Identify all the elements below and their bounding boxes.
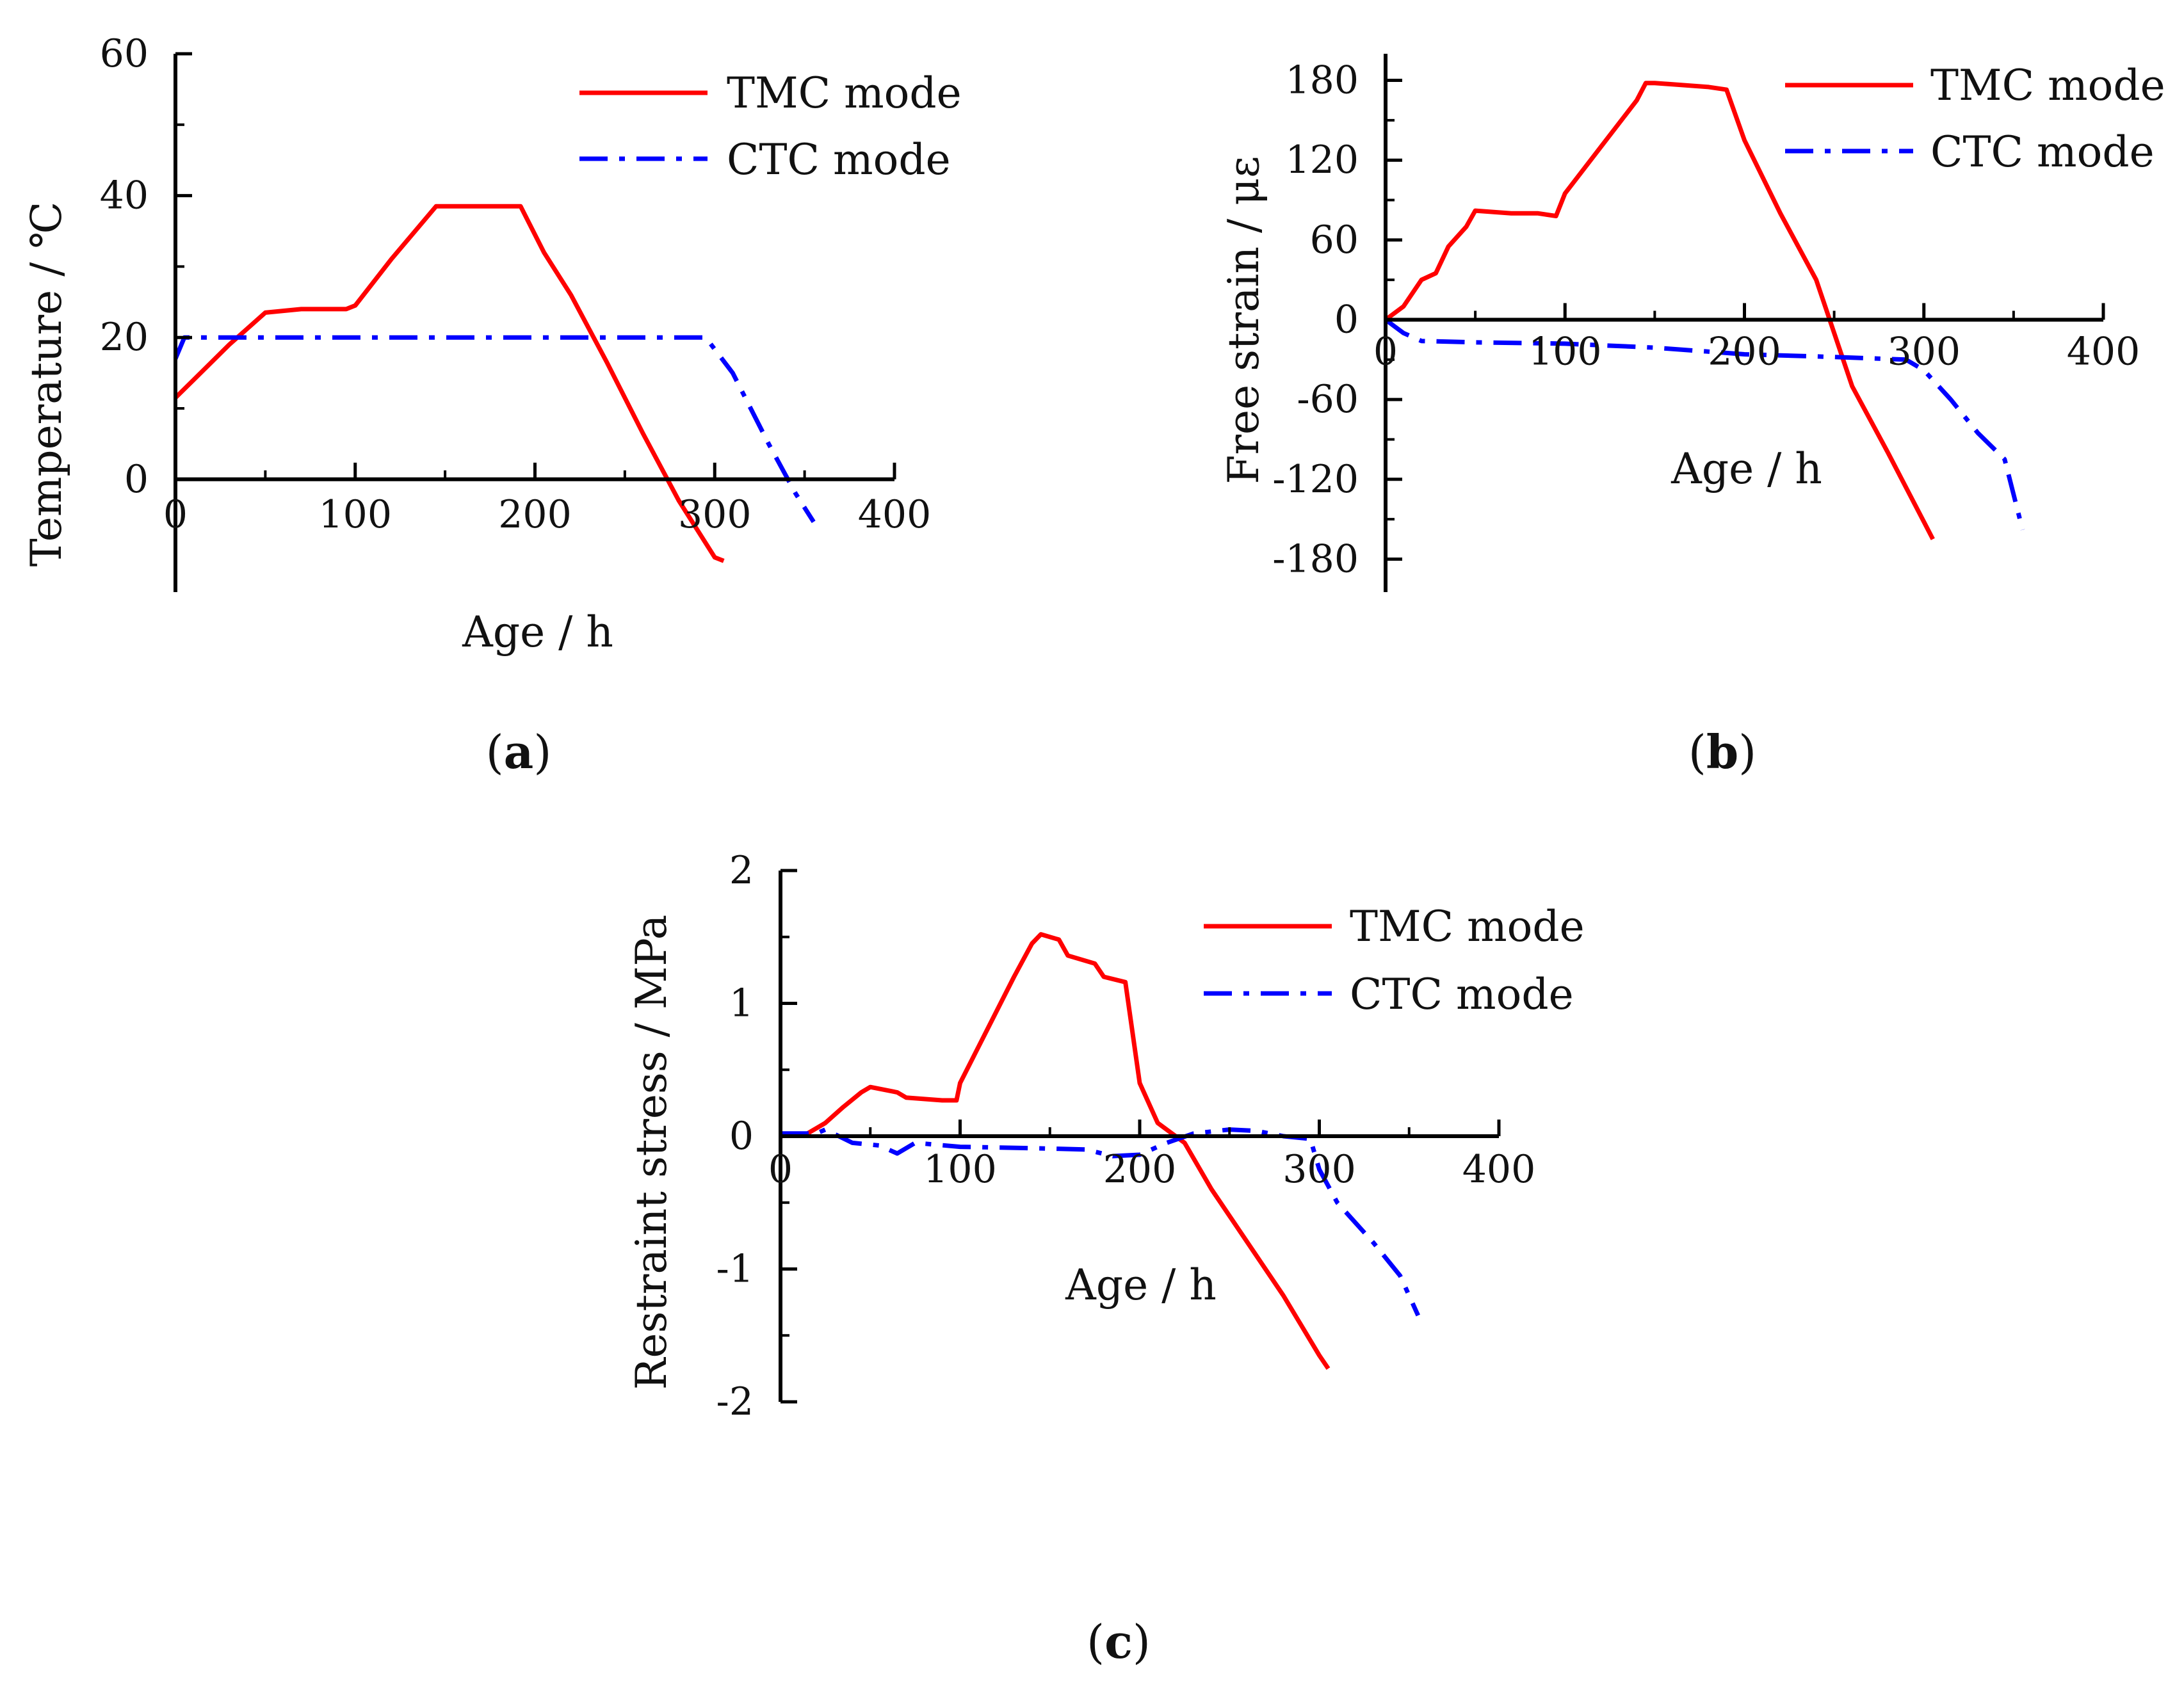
panel-b-series bbox=[1384, 81, 2025, 540]
panel-c-y-axis-title: Restraint stress / MPa bbox=[627, 915, 676, 1390]
panel-a-x-tick-label: 300 bbox=[678, 492, 752, 537]
panel-c-legend-ctc-label: CTC mode bbox=[1350, 970, 1574, 1019]
panel-a-y-tick-label: 20 bbox=[100, 315, 149, 360]
panel-a-y-axis-title: Temperature / ℃ bbox=[22, 202, 71, 566]
panel-c-y-tick-label: 1 bbox=[729, 981, 754, 1026]
panel-c-y-tick-label: 0 bbox=[729, 1114, 754, 1159]
panel-b-y-tick-label: 120 bbox=[1285, 138, 1359, 182]
panel-a-x-tick-label: 100 bbox=[318, 492, 392, 537]
panel-b-label: (b) bbox=[1688, 725, 1757, 779]
panel-a-y-tick-label: 0 bbox=[124, 457, 149, 502]
panel-c-legend: TMC mode CTC mode bbox=[1204, 902, 1585, 1019]
panel-b-y-tick-label: -60 bbox=[1297, 377, 1359, 422]
panel-b-y-tick-label: 0 bbox=[1334, 298, 1359, 342]
panel-a-label-letter: a bbox=[504, 725, 534, 779]
panel-c-x-tick-label: 400 bbox=[1462, 1147, 1536, 1192]
panel-c-x-tick-label: 0 bbox=[768, 1147, 793, 1192]
panel-b-x-tick-label: 200 bbox=[1708, 330, 1781, 374]
panel-b-x-axis-title: Age / h bbox=[1670, 444, 1822, 494]
panel-c-y-tick-label: 2 bbox=[729, 848, 754, 893]
panel-b-y-tick-label: -120 bbox=[1272, 457, 1359, 502]
panel-c-x-tick-label: 100 bbox=[923, 1147, 997, 1192]
panel-a-legend-tmc-label: TMC mode bbox=[727, 68, 962, 118]
panel-c-series bbox=[780, 932, 1420, 1370]
panel-b-y-axis-title: Free strain / με bbox=[1219, 156, 1268, 485]
panel-b-series-ctc-line bbox=[1384, 317, 2025, 531]
panel-a-y-tick-label: 60 bbox=[100, 31, 149, 76]
panel-c-restraint-stress: -2 -1 0 1 2 0 100 200 300 400 Age / h Restraint s… bbox=[627, 848, 1585, 1669]
panel-c-label: (c) bbox=[1087, 1614, 1151, 1669]
panel-b-x-tick-label: 0 bbox=[1373, 330, 1398, 374]
panel-c-x-tick-label: 200 bbox=[1103, 1147, 1177, 1192]
panel-b-y-tick-label: 60 bbox=[1310, 218, 1359, 262]
panel-c-x-tick-label: 300 bbox=[1282, 1147, 1356, 1192]
panel-b-x-tick-label: 300 bbox=[1887, 330, 1961, 374]
panel-b-series-tmc-line bbox=[1384, 81, 1935, 540]
panel-c-x-axis-title: Age / h bbox=[1065, 1260, 1217, 1310]
panel-b-x-tick-label: 100 bbox=[1528, 330, 1602, 374]
panel-b-y-tick-label: 180 bbox=[1285, 58, 1359, 103]
panel-a-series bbox=[173, 204, 816, 563]
panel-c-series-ctc-line bbox=[781, 1127, 1420, 1317]
panel-a-legend-ctc-label: CTC mode bbox=[727, 135, 951, 184]
panel-a-legend: TMC mode CTC mode bbox=[579, 68, 962, 184]
panel-b-legend-tmc-label: TMC mode bbox=[1930, 61, 2165, 110]
panel-a-x-tick-label: 400 bbox=[858, 492, 932, 537]
panel-c-y-tick-label: -2 bbox=[716, 1379, 754, 1424]
panel-c-axes: -2 -1 0 1 2 0 100 200 300 400 bbox=[716, 848, 1536, 1424]
panel-b-legend: TMC mode CTC mode bbox=[1785, 61, 2165, 177]
panel-b-free-strain: -180 -120 -60 0 60 120 180 0 100 200 300 400 Age / … bbox=[1219, 54, 2165, 779]
panel-c-series-tmc-line bbox=[780, 932, 1331, 1370]
panel-b-y-tick-label: -180 bbox=[1272, 536, 1359, 581]
panel-c-y-tick-label: -1 bbox=[716, 1247, 754, 1292]
panel-a-x-axis-title: Age / h bbox=[462, 607, 613, 657]
panel-a-label: (a) bbox=[486, 725, 552, 779]
panel-b-legend-ctc-label: CTC mode bbox=[1930, 127, 2155, 177]
panel-b-label-letter: b bbox=[1706, 725, 1738, 779]
panel-a-x-tick-label: 0 bbox=[163, 492, 188, 537]
panel-b-axes: -180 -120 -60 0 60 120 180 0 100 200 300 400 bbox=[1272, 54, 2140, 592]
panel-c-legend-tmc-label: TMC mode bbox=[1350, 902, 1585, 951]
panel-a-series-tmc-line bbox=[174, 204, 725, 563]
panel-b-x-tick-label: 400 bbox=[2067, 330, 2140, 374]
panel-a-y-tick-label: 40 bbox=[100, 173, 149, 218]
panel-a-series-ctc-line bbox=[173, 335, 816, 524]
panel-a-temperature: 0 20 40 60 0 100 200 300 400 Age / h Temperature… bbox=[22, 31, 962, 779]
panel-a-x-tick-label: 200 bbox=[498, 492, 572, 537]
panel-a-axes: 0 20 40 60 0 100 200 300 400 bbox=[100, 31, 932, 592]
panel-c-label-letter: c bbox=[1104, 1614, 1133, 1669]
